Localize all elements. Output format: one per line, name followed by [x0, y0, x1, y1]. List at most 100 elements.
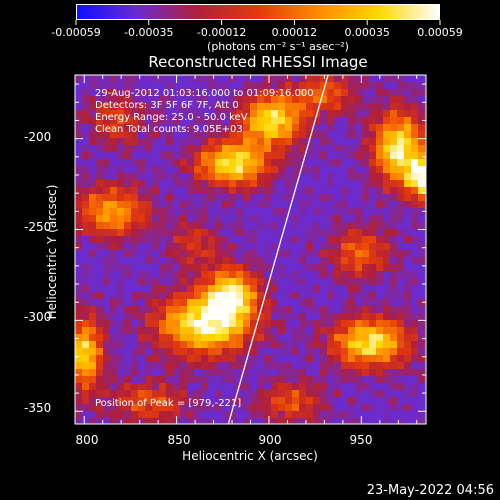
- heatmap-cell: [138, 271, 145, 278]
- heatmap-cell: [285, 362, 292, 369]
- heatmap-cell: [327, 215, 334, 222]
- heatmap-cell: [131, 306, 138, 313]
- heatmap-cell: [334, 110, 341, 117]
- heatmap-cell: [152, 327, 159, 334]
- heatmap-cell: [418, 250, 425, 257]
- heatmap-cell: [124, 173, 131, 180]
- heatmap-cell: [201, 320, 208, 327]
- heatmap-cell: [103, 278, 110, 285]
- heatmap-cell: [89, 131, 96, 138]
- heatmap-cell: [222, 222, 229, 229]
- heatmap-cell: [243, 110, 250, 117]
- heatmap-cell: [397, 159, 404, 166]
- heatmap-cell: [278, 166, 285, 173]
- heatmap-cell: [306, 418, 313, 424]
- heatmap-cell: [75, 313, 82, 320]
- heatmap-cell: [243, 292, 250, 299]
- heatmap-cell: [278, 243, 285, 250]
- heatmap-cell: [103, 418, 110, 424]
- heatmap-cell: [313, 404, 320, 411]
- heatmap-cell: [376, 96, 383, 103]
- heatmap-cell: [243, 376, 250, 383]
- heatmap-cell: [110, 306, 117, 313]
- heatmap-cell: [369, 131, 376, 138]
- heatmap-cell: [411, 327, 418, 334]
- heatmap-cell: [313, 411, 320, 418]
- heatmap-cell: [362, 341, 369, 348]
- heatmap-cell: [404, 131, 411, 138]
- heatmap-cell: [292, 236, 299, 243]
- heatmap-cell: [117, 355, 124, 362]
- heatmap-cell: [124, 404, 131, 411]
- heatmap-cell: [341, 369, 348, 376]
- heatmap-cell: [236, 103, 243, 110]
- heatmap-cell: [390, 194, 397, 201]
- heatmap-cell: [271, 292, 278, 299]
- heatmap-cell: [243, 117, 250, 124]
- heatmap-cell: [131, 96, 138, 103]
- heatmap-cell: [152, 145, 159, 152]
- heatmap-cell: [383, 173, 390, 180]
- heatmap-cell: [418, 173, 425, 180]
- heatmap-cell: [159, 222, 166, 229]
- heatmap-cell: [152, 75, 159, 82]
- heatmap-cell: [327, 383, 334, 390]
- heatmap-cell: [306, 285, 313, 292]
- heatmap-cell: [306, 397, 313, 404]
- heatmap-cell: [103, 404, 110, 411]
- heatmap-cell: [299, 278, 306, 285]
- heatmap-cell: [397, 278, 404, 285]
- heatmap-cell: [355, 145, 362, 152]
- heatmap-cell: [194, 369, 201, 376]
- heatmap-cell: [194, 208, 201, 215]
- heatmap-cell: [124, 201, 131, 208]
- heatmap-cell: [243, 411, 250, 418]
- heatmap-cell: [348, 397, 355, 404]
- heatmap-cell: [124, 152, 131, 159]
- heatmap-cell: [131, 271, 138, 278]
- heatmap-cell: [110, 75, 117, 82]
- heatmap-cell: [334, 208, 341, 215]
- heatmap-cell: [355, 376, 362, 383]
- heatmap-cell: [320, 117, 327, 124]
- heatmap-cell: [320, 131, 327, 138]
- heatmap-cell: [180, 194, 187, 201]
- heatmap-cell: [75, 96, 82, 103]
- heatmap-cell: [348, 194, 355, 201]
- heatmap-cell: [383, 208, 390, 215]
- heatmap-cell: [257, 138, 264, 145]
- heatmap-cell: [278, 124, 285, 131]
- heatmap-cell: [243, 383, 250, 390]
- heatmap-cell: [201, 334, 208, 341]
- heatmap-cell: [117, 131, 124, 138]
- heatmap-cell: [404, 236, 411, 243]
- heatmap-cell: [327, 292, 334, 299]
- heatmap-cell: [362, 236, 369, 243]
- heatmap-cell: [411, 383, 418, 390]
- heatmap-cell: [243, 208, 250, 215]
- heatmap-cell: [250, 341, 257, 348]
- heatmap-cell: [320, 152, 327, 159]
- heatmap-cell: [390, 334, 397, 341]
- heatmap-cell: [285, 348, 292, 355]
- heatmap-cell: [145, 327, 152, 334]
- heatmap-cell: [131, 110, 138, 117]
- heatmap-cell: [390, 376, 397, 383]
- heatmap-cell: [187, 320, 194, 327]
- heatmap-cell: [313, 313, 320, 320]
- heatmap-cell: [89, 145, 96, 152]
- heatmap-cell: [208, 89, 215, 96]
- heatmap-cell: [96, 334, 103, 341]
- heatmap-cell: [320, 334, 327, 341]
- heatmap-cell: [285, 418, 292, 424]
- heatmap-cell: [173, 355, 180, 362]
- heatmap-cell: [411, 159, 418, 166]
- heatmap-cell: [208, 404, 215, 411]
- heatmap-cell: [82, 82, 89, 89]
- heatmap-cell: [341, 110, 348, 117]
- heatmap-cell: [383, 152, 390, 159]
- heatmap-cell: [271, 187, 278, 194]
- heatmap-cell: [362, 131, 369, 138]
- heatmap-cell: [229, 96, 236, 103]
- heatmap-cell: [180, 110, 187, 117]
